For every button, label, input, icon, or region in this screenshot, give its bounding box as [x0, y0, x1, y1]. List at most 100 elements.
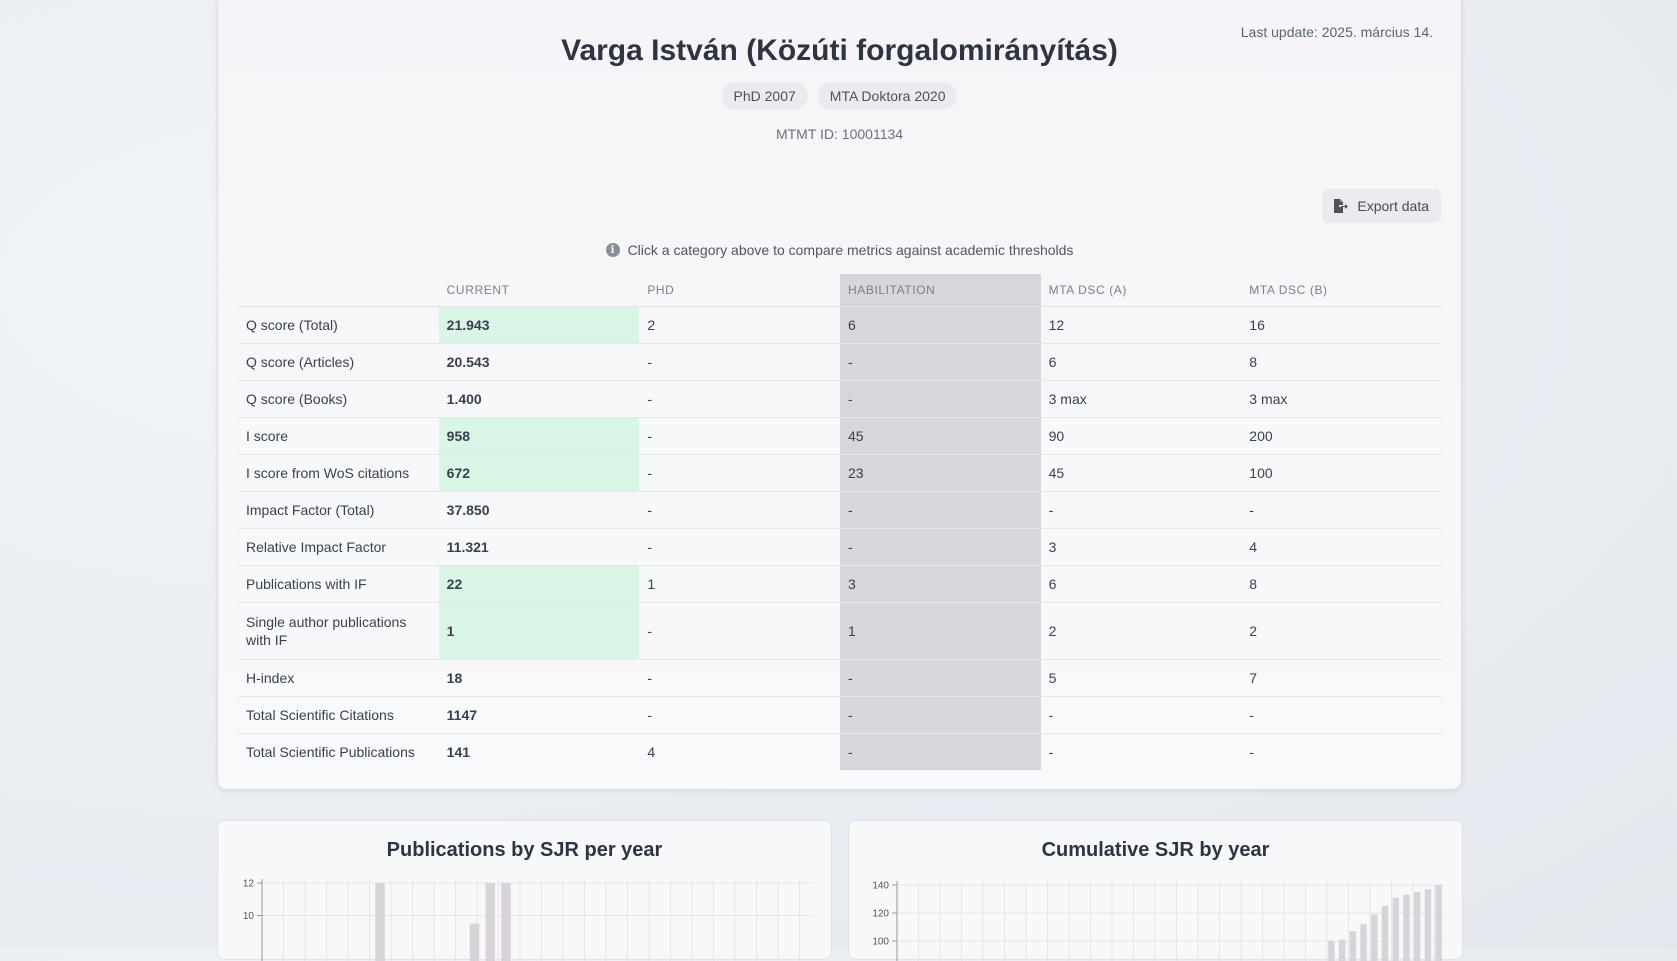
mta-dsc-a-threshold: -: [1040, 696, 1242, 734]
mta-dsc-a-threshold: 12: [1040, 306, 1242, 344]
current-value: 20.543: [438, 343, 640, 381]
export-data-button[interactable]: Export data: [1322, 189, 1441, 223]
habilitation-threshold: 6: [839, 306, 1041, 344]
hint-text: i Click a category above to compare metr…: [218, 242, 1461, 258]
habilitation-threshold: 45: [839, 417, 1041, 455]
header-current[interactable]: CURRENT: [438, 274, 640, 307]
y-tick-label: 120: [872, 909, 889, 920]
phd-threshold: -: [639, 343, 840, 381]
metrics-card: Last update: 2025. március 14. Varga Ist…: [217, 0, 1462, 790]
mta-dsc-b-threshold: 100: [1241, 454, 1442, 492]
header-mta-dsc-b[interactable]: MTA DSC (B): [1241, 274, 1442, 307]
current-value: 18: [438, 659, 640, 697]
bar[interactable]: [1392, 897, 1399, 961]
bar[interactable]: [1328, 941, 1335, 961]
chart-publications-by-sjr: Publications by SJR per year 12 10: [217, 820, 832, 961]
chart-canvas: 12 10: [243, 879, 813, 961]
metric-label: I score from WoS citations: [238, 454, 439, 492]
degree-badges: PhD 2007 MTA Doktora 2020: [218, 82, 1461, 110]
mta-dsc-a-threshold: 5: [1040, 659, 1242, 697]
table-row: Q score (Articles) 20.543- -6 8: [238, 343, 1442, 381]
habilitation-threshold: 1: [839, 602, 1041, 660]
current-value: 22: [438, 565, 640, 603]
mta-dsc-a-threshold: 45: [1040, 454, 1242, 492]
habilitation-threshold: 23: [839, 454, 1041, 492]
header-phd[interactable]: PHD: [639, 274, 840, 307]
mta-dsc-b-threshold: 7: [1241, 659, 1442, 697]
habilitation-threshold: -: [839, 733, 1041, 770]
table-row: Total Scientific Citations 1147- - - -: [238, 696, 1442, 734]
metric-label: I score: [238, 417, 439, 455]
bar[interactable]: [501, 883, 511, 961]
last-update: Last update: 2025. március 14.: [1240, 24, 1433, 40]
header-habilitation[interactable]: HABILITATION: [839, 274, 1041, 307]
phd-threshold: -: [639, 659, 840, 697]
metric-label: Q score (Total): [238, 306, 439, 344]
metric-label: Relative Impact Factor: [238, 528, 439, 566]
mta-dsc-b-threshold: 4: [1241, 528, 1442, 566]
mta-dsc-b-threshold: 16: [1241, 306, 1442, 344]
current-value: 21.943: [438, 306, 640, 344]
header-mta-dsc-a[interactable]: MTA DSC (A): [1040, 274, 1242, 307]
phd-threshold: -: [639, 491, 840, 529]
mta-dsc-b-threshold: -: [1241, 491, 1442, 529]
phd-threshold: -: [639, 696, 840, 734]
metric-label: Single author publications with IF: [238, 602, 439, 660]
badge-mta-doktora: MTA Doktora 2020: [817, 82, 958, 110]
bar[interactable]: [1424, 889, 1432, 961]
header-metric: [238, 274, 439, 307]
mtmt-id: MTMT ID: 10001134: [775, 126, 904, 142]
phd-threshold: -: [639, 454, 840, 492]
metric-label: Total Scientific Citations: [238, 696, 439, 734]
current-value: 1147: [438, 696, 640, 734]
bar[interactable]: [1403, 894, 1410, 961]
bar[interactable]: [1381, 906, 1389, 961]
table-row: Publications with IF 22 1 3 6 8: [238, 565, 1442, 603]
table-row: I score 958-45 90 200: [238, 417, 1442, 455]
bar[interactable]: [375, 883, 385, 961]
phd-threshold: 1: [639, 565, 840, 603]
current-value: 37.850: [438, 491, 640, 529]
chart-cumulative-sjr: Cumulative SJR by year 140 120 100: [848, 820, 1463, 961]
y-tick-label: 10: [243, 911, 255, 922]
current-value: 958: [438, 417, 640, 455]
habilitation-threshold: -: [839, 380, 1041, 418]
table-row: Relative Impact Factor 11.321- -3 4: [238, 528, 1442, 566]
habilitation-threshold: -: [839, 491, 1041, 529]
bar[interactable]: [1360, 924, 1367, 961]
bar[interactable]: [1371, 914, 1378, 961]
mta-dsc-b-threshold: 200: [1241, 417, 1442, 455]
table-row: Total Scientific Publications 141 4- - -: [238, 733, 1442, 770]
hint-label: Click a category above to compare metric…: [627, 242, 1074, 258]
chart-title: Publications by SJR per year: [386, 839, 663, 861]
table-row: Q score (Total) 21.943 2 6 12 16: [238, 306, 1442, 344]
bar[interactable]: [1349, 931, 1357, 961]
bar[interactable]: [485, 883, 495, 961]
badge-phd: PhD 2007: [721, 82, 808, 110]
table-header-row: CURRENT PHD HABILITATION MTA DSC (A) MTA…: [238, 274, 1442, 307]
mta-dsc-b-threshold: -: [1241, 696, 1442, 734]
mta-dsc-a-threshold: 3 max: [1040, 380, 1242, 418]
metrics-table: CURRENT PHD HABILITATION MTA DSC (A) MTA…: [238, 274, 1442, 770]
table-row: H-index 18- -5 7: [238, 659, 1442, 697]
habilitation-threshold: -: [839, 696, 1041, 734]
bar[interactable]: [1435, 885, 1442, 961]
table-row: Single author publications with IF 1-1 2 2: [238, 602, 1442, 660]
bar[interactable]: [1338, 939, 1346, 961]
phd-threshold: 2: [639, 306, 840, 344]
mta-dsc-a-threshold: 2: [1040, 602, 1242, 660]
habilitation-threshold: -: [839, 528, 1041, 566]
habilitation-threshold: -: [839, 343, 1041, 381]
mta-dsc-b-threshold: 3 max: [1241, 380, 1442, 418]
mta-dsc-a-threshold: 6: [1040, 343, 1242, 381]
bar[interactable]: [469, 923, 480, 961]
file-export-icon: [1332, 198, 1349, 214]
info-icon: i: [605, 243, 620, 257]
page-title: Varga István (Közúti forgalomirányítás): [561, 34, 1118, 67]
bar[interactable]: [1413, 892, 1421, 961]
table-row: Impact Factor (Total) 37.850- - - -: [238, 491, 1442, 529]
mta-dsc-b-threshold: -: [1249, 744, 1254, 760]
current-value: 141: [446, 744, 471, 760]
metric-label: Impact Factor (Total): [238, 491, 439, 529]
current-value: 11.321: [438, 528, 640, 566]
